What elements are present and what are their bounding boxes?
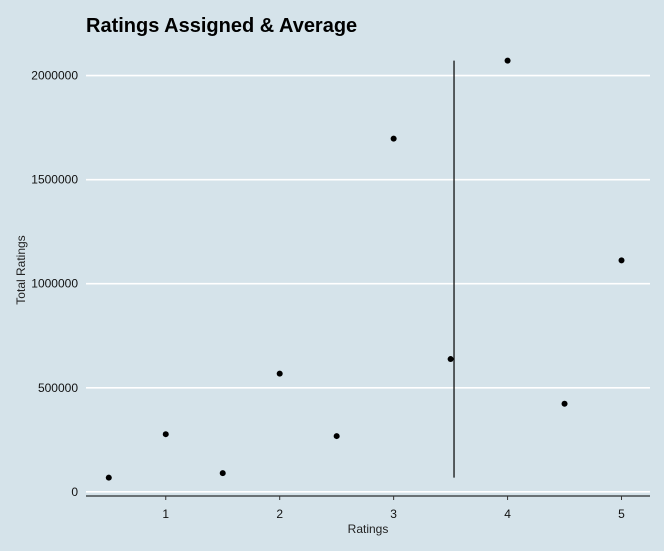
x-tick-label: 1 — [162, 507, 169, 521]
y-tick-labels: 0 500000 1000000 1500000 2000000 — [31, 69, 78, 499]
x-tick-labels: 1 2 3 4 5 — [162, 507, 625, 521]
x-tick-label: 5 — [618, 507, 625, 521]
y-tick-label: 2000000 — [31, 69, 78, 83]
data-point — [162, 431, 169, 438]
x-tick-label: 2 — [276, 507, 283, 521]
y-tick-label: 1500000 — [31, 173, 78, 187]
y-axis-title: Total Ratings — [14, 235, 28, 304]
data-point — [390, 135, 397, 142]
axes — [86, 495, 650, 500]
grid-lines — [86, 74, 650, 493]
data-point — [105, 474, 112, 481]
data-point — [618, 257, 625, 264]
data-points — [105, 57, 625, 481]
x-tick-label: 3 — [390, 507, 397, 521]
y-tick-label: 1000000 — [31, 277, 78, 291]
chart-title: Ratings Assigned & Average — [86, 15, 357, 37]
x-tick-label: 4 — [504, 507, 511, 521]
data-point — [504, 57, 511, 64]
y-tick-label: 0 — [71, 485, 78, 499]
data-point — [219, 470, 226, 477]
data-point — [276, 370, 283, 377]
data-point — [561, 400, 568, 407]
x-axis-title: Ratings — [348, 522, 389, 536]
data-point — [333, 433, 340, 440]
data-point — [447, 356, 454, 363]
y-tick-label: 500000 — [38, 381, 78, 395]
